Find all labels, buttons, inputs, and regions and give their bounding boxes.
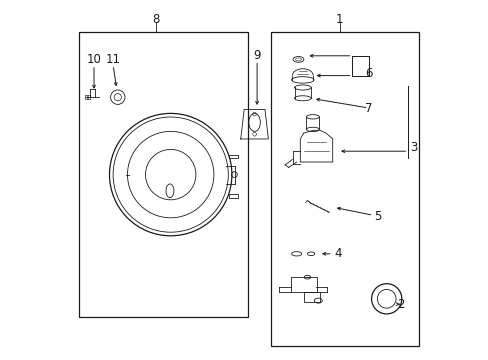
Bar	[79, 32, 247, 317]
Text: 2: 2	[397, 298, 404, 311]
Text: 1: 1	[335, 13, 343, 26]
Bar	[303, 292, 320, 302]
Bar	[291, 277, 316, 292]
Text: 8: 8	[152, 13, 160, 26]
Bar	[228, 155, 238, 158]
Text: 4: 4	[334, 247, 341, 260]
Text: 10: 10	[86, 53, 101, 66]
Text: 11: 11	[105, 53, 121, 66]
Bar	[271, 32, 418, 346]
Text: 9: 9	[253, 49, 260, 62]
Text: 6: 6	[364, 67, 372, 80]
Text: 7: 7	[364, 102, 372, 114]
Text: 5: 5	[373, 210, 381, 222]
Text: 3: 3	[409, 141, 417, 154]
Bar	[228, 194, 238, 198]
